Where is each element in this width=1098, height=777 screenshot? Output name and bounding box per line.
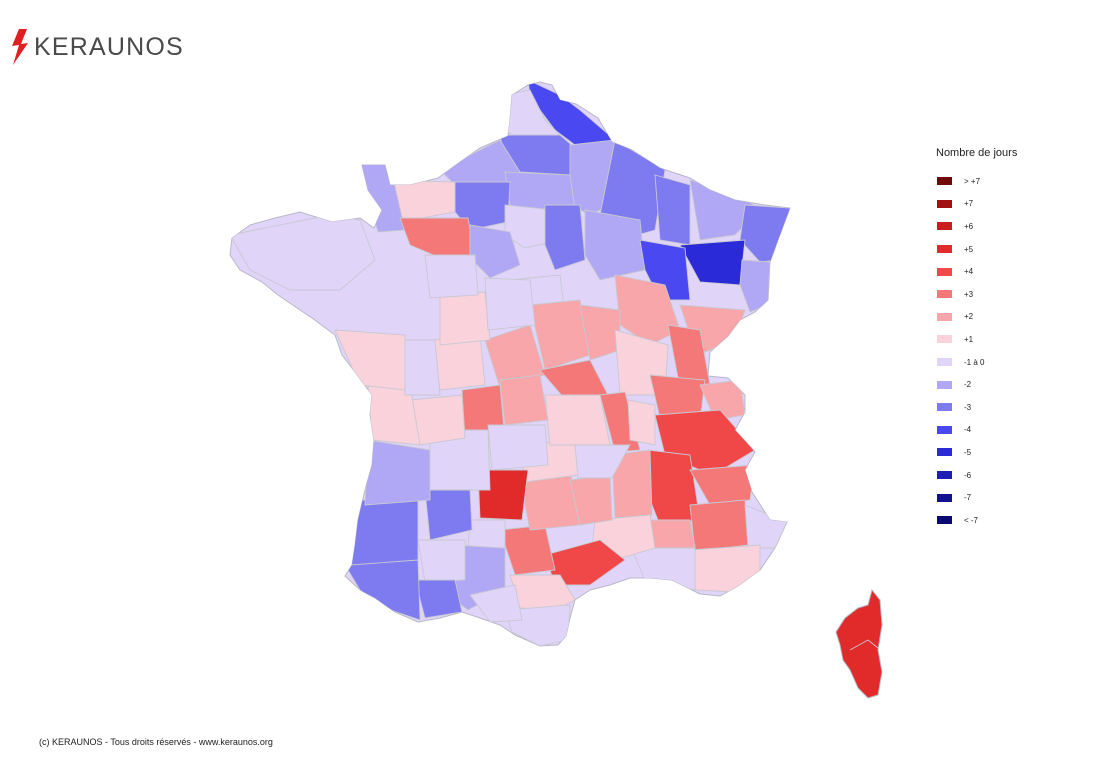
legend-label: -7	[964, 493, 972, 503]
legend-swatch	[937, 245, 952, 254]
region-eure-et-loir	[469, 224, 521, 279]
region-loir-et-cher	[484, 277, 536, 331]
region-pyrenees-atlantiques	[344, 559, 421, 621]
legend-items: > +7 +7 +6 +5 +4 +3 +2 +1 -1 à 0 -2 -3 -…	[936, 170, 1017, 532]
legend-label: -4	[964, 425, 972, 435]
legend-swatch	[937, 493, 952, 502]
lightning-bolt-icon	[12, 29, 28, 65]
legend-item: +7	[936, 193, 1017, 216]
legend-label: > +7	[964, 176, 981, 186]
keraunos-logo: KERAUNOS	[10, 29, 184, 65]
region-ardeche	[611, 449, 653, 519]
corsica	[835, 588, 883, 699]
legend-label: -3	[964, 402, 972, 412]
region-hautes-alpes	[689, 464, 756, 506]
legend-label: -2	[964, 380, 972, 390]
legend-item: -3	[936, 396, 1017, 419]
region-sarthe	[424, 254, 479, 299]
legend-label: +2	[964, 312, 974, 322]
legend-swatch	[937, 471, 952, 480]
legend-item: < -7	[936, 509, 1017, 532]
legend-item: > +7	[936, 170, 1017, 193]
legend-swatch	[937, 199, 952, 208]
legend-item: +4	[936, 260, 1017, 283]
region-vendee	[334, 329, 406, 391]
legend-label: +7	[964, 199, 974, 209]
legend-swatch	[937, 177, 952, 186]
region-meuse	[654, 174, 691, 246]
region-vaucluse	[649, 519, 696, 549]
legend-swatch	[937, 312, 952, 321]
legend-label: +1	[964, 334, 974, 344]
corsica-internal-border	[849, 639, 879, 651]
legend-label: +4	[964, 267, 974, 277]
region-correze	[487, 424, 549, 471]
legend-item: -6	[936, 464, 1017, 487]
copyright-footer: (c) KERAUNOS - Tous droits réservés - ww…	[39, 737, 273, 747]
legend-swatch	[937, 290, 952, 299]
region-tarn-et-garonne	[467, 519, 506, 549]
legend-swatch	[937, 335, 952, 344]
region-deux-sevres	[399, 339, 441, 396]
legend-label: -6	[964, 470, 972, 480]
legend-item: -1 à 0	[936, 351, 1017, 374]
legend-swatch	[937, 403, 952, 412]
region-seine-et-marne	[544, 204, 586, 271]
region-gironde	[364, 439, 431, 506]
region-rhone	[627, 399, 656, 446]
legend-item: -7	[936, 486, 1017, 509]
legend-swatch	[937, 380, 952, 389]
legend-item: +3	[936, 283, 1017, 306]
legend-item: +1	[936, 328, 1017, 351]
legend-label: +5	[964, 244, 974, 254]
legend-item: +2	[936, 306, 1017, 329]
legend-item: -5	[936, 441, 1017, 464]
region-lot	[477, 469, 529, 521]
legend-label: -5	[964, 447, 972, 457]
legend-title: Nombre de jours	[936, 147, 1018, 159]
region-gers	[417, 539, 466, 583]
legend-item: -2	[936, 373, 1017, 396]
region-ariege	[469, 584, 523, 623]
legend-swatch	[937, 267, 952, 276]
legend: Nombre de jours > +7 +7 +6 +5 +4 +3 +2 +…	[936, 147, 1017, 532]
region-haute-loire	[574, 444, 631, 479]
legend-swatch	[937, 425, 952, 434]
legend-item: +5	[936, 238, 1017, 261]
region-creuse	[499, 374, 549, 426]
region-var	[689, 544, 761, 593]
legend-swatch	[937, 222, 952, 231]
legend-swatch	[937, 358, 952, 367]
region-alpes-maritimes	[744, 504, 788, 549]
region-indre-et-loire	[439, 291, 491, 346]
region-hautes-pyrenees	[414, 579, 463, 619]
legend-label: < -7	[964, 515, 979, 525]
legend-label: +3	[964, 289, 974, 299]
region-dordogne	[429, 429, 491, 491]
region-puy-de-dome	[544, 394, 611, 446]
legend-item: -4	[936, 419, 1017, 442]
brand-name: KERAUNOS	[34, 32, 184, 61]
legend-swatch	[937, 516, 952, 525]
legend-label: -1 à 0	[964, 357, 985, 367]
legend-swatch	[937, 448, 952, 457]
region-alpes-hte-prov	[689, 499, 749, 553]
region-aube	[584, 209, 646, 281]
legend-label: +6	[964, 221, 974, 231]
legend-item: +6	[936, 215, 1017, 238]
